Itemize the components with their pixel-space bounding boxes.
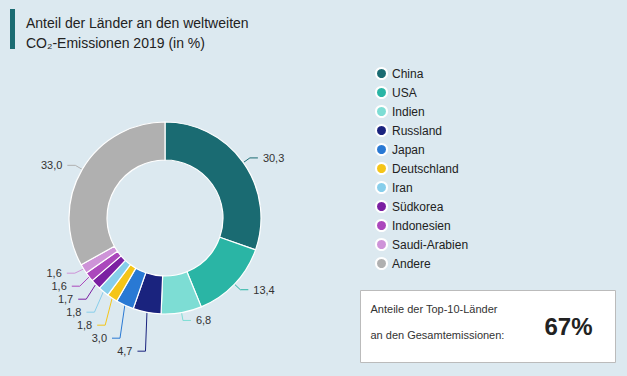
svg-text:Andere: Andere: [392, 257, 431, 271]
svg-text:Indien: Indien: [392, 105, 425, 119]
svg-text:30,3: 30,3: [263, 152, 284, 164]
svg-text:1,6: 1,6: [47, 267, 62, 279]
svg-text:33,0: 33,0: [41, 159, 62, 171]
svg-text:3,0: 3,0: [92, 332, 107, 344]
svg-text:Anteile der Top-10-Länder: Anteile der Top-10-Länder: [371, 303, 498, 315]
svg-text:1,8: 1,8: [77, 319, 92, 331]
svg-text:China: China: [392, 67, 424, 81]
svg-text:Russland: Russland: [392, 124, 442, 138]
svg-text:1,7: 1,7: [58, 293, 73, 305]
svg-text:4,7: 4,7: [117, 345, 132, 357]
svg-text:CO₂-Emissionen 2019 (in %): CO₂-Emissionen 2019 (in %): [26, 35, 205, 51]
svg-text:67%: 67%: [544, 313, 592, 340]
svg-text:1,8: 1,8: [66, 306, 81, 318]
svg-text:USA: USA: [392, 86, 417, 100]
svg-text:Anteil der Länder an den weltw: Anteil der Länder an den weltweiten: [26, 15, 249, 31]
svg-text:Deutschland: Deutschland: [392, 162, 459, 176]
svg-text:Saudi-Arabien: Saudi-Arabien: [392, 238, 468, 252]
svg-text:Iran: Iran: [392, 181, 413, 195]
svg-text:Indonesien: Indonesien: [392, 219, 451, 233]
svg-text:Japan: Japan: [392, 143, 425, 157]
svg-text:13,4: 13,4: [253, 284, 274, 296]
svg-text:6,8: 6,8: [196, 314, 211, 326]
svg-text:1,6: 1,6: [51, 280, 66, 292]
svg-text:Südkorea: Südkorea: [392, 200, 444, 214]
svg-text:an den Gesamtemissionen:: an den Gesamtemissionen:: [371, 329, 505, 341]
